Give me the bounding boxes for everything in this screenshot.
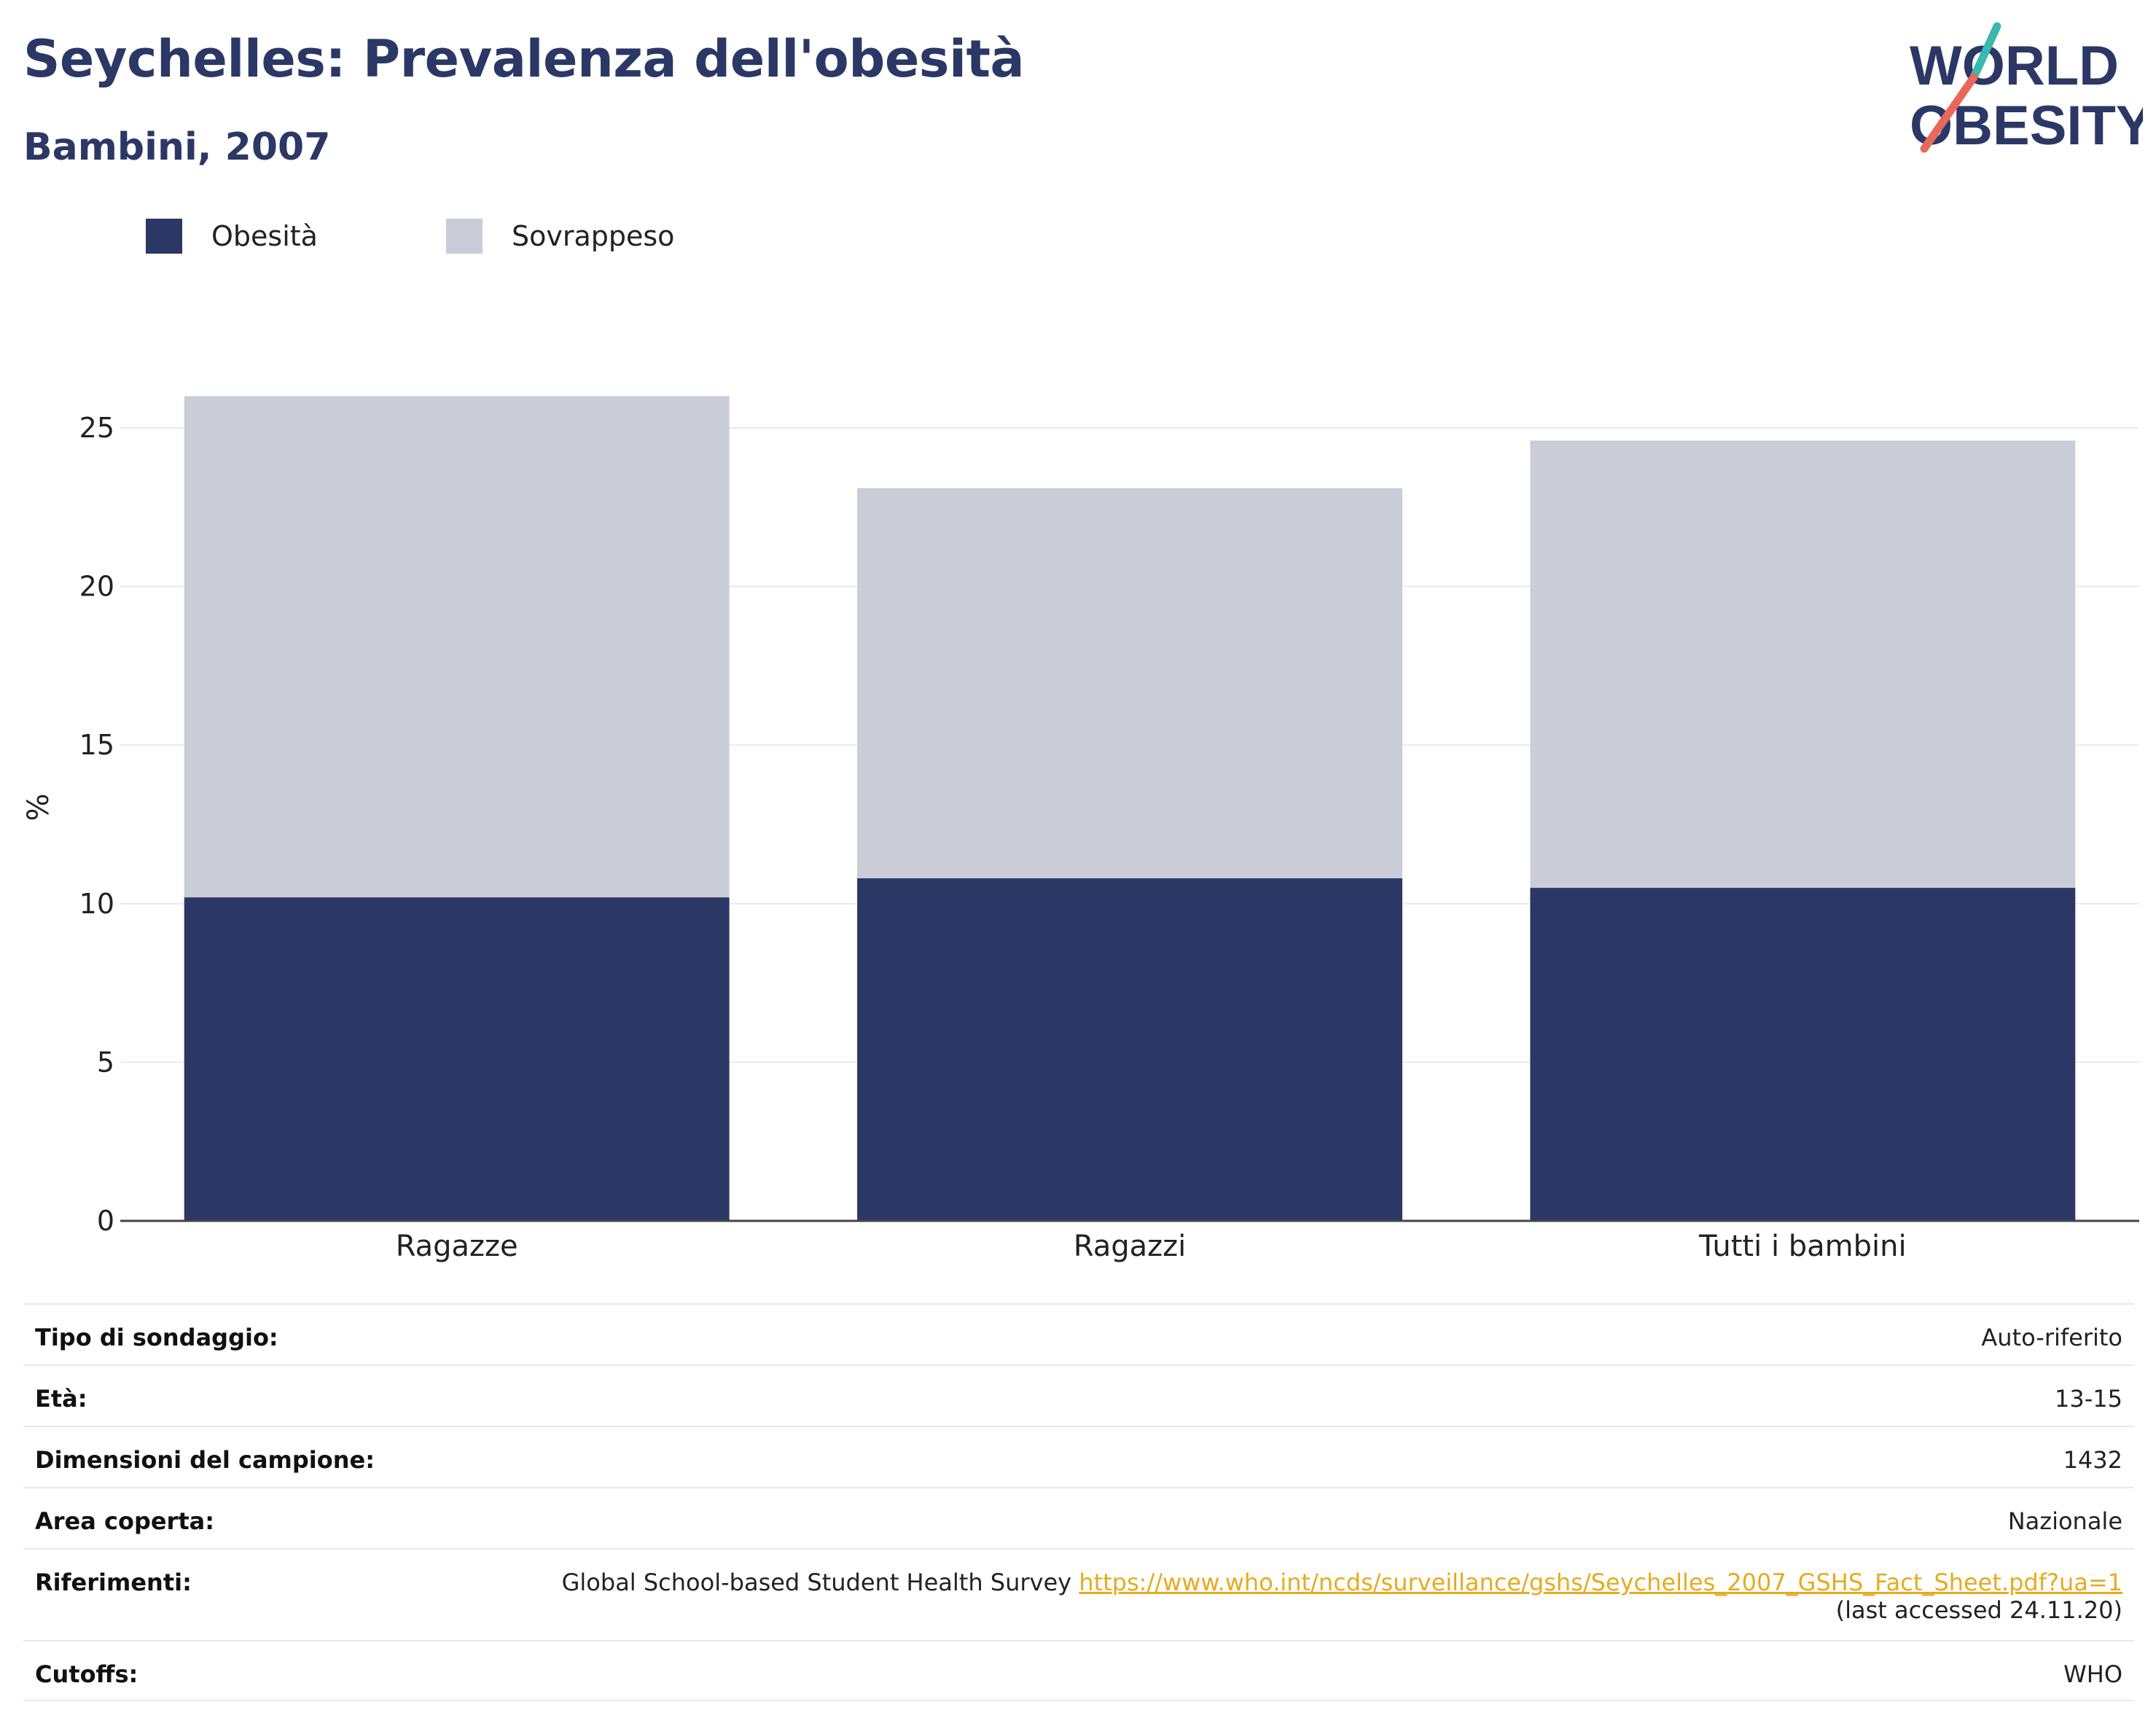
bar-obesita <box>184 897 730 1221</box>
info-value: 1432 <box>2063 1446 2122 1474</box>
info-label: Dimensioni del campione: <box>35 1446 375 1474</box>
y-tick-label: 10 <box>79 888 114 920</box>
stacked-bar-chart: 0 5 10 15 20 25% Ragazze Ragazzi Tutti i bambini <box>22 396 2139 1263</box>
info-row-area: Area coperta: Nazionale <box>23 1487 2134 1548</box>
y-tick-label: 5 <box>97 1046 114 1078</box>
bar-sovrappeso <box>1530 440 2076 889</box>
legend-swatch-obesita <box>146 219 182 254</box>
references-value: Global School-based Student Health Surve… <box>562 1569 2122 1624</box>
x-tick-label: Ragazze <box>396 1230 518 1263</box>
legend-item-obesita: Obesità <box>146 216 318 257</box>
legend-label-sovrappeso: Sovrappeso <box>512 220 675 252</box>
info-label: Cutoffs: <box>35 1660 138 1688</box>
info-value: WHO <box>2063 1660 2122 1688</box>
x-tick-label: Tutti i bambini <box>1698 1230 1907 1263</box>
x-tick-label: Ragazzi <box>1074 1230 1186 1263</box>
info-row-age: Età: 13-15 <box>23 1364 2134 1426</box>
y-tick-label: 20 <box>79 571 114 603</box>
y-tick-label: 0 <box>97 1205 114 1237</box>
info-row-cutoffs: Cutoffs: WHO <box>23 1640 2134 1701</box>
legend-label-obesita: Obesità <box>211 220 318 252</box>
info-label: Tipo di sondaggio: <box>35 1324 278 1351</box>
bar-sovrappeso <box>857 488 1402 878</box>
references-text: Global School-based Student Health Surve… <box>561 1569 1072 1596</box>
survey-info-table: Tipo di sondaggio: Auto-riferito Età: 13… <box>23 1303 2134 1701</box>
info-label: Età: <box>35 1385 87 1413</box>
logo-line2: OBESITY <box>1910 95 2143 157</box>
logo-slash-top <box>1969 22 2001 82</box>
references-link[interactable]: https://www.who.int/ncds/surveillance/gs… <box>1079 1569 2122 1596</box>
logo-slash-bottom <box>1920 73 1978 153</box>
legend-item-sovrappeso: Sovrappeso <box>446 216 674 257</box>
info-label: Area coperta: <box>35 1507 215 1535</box>
world-obesity-logo: WORLD OBESITY <box>1910 22 2143 157</box>
info-value: Auto-riferito <box>1981 1324 2122 1351</box>
bar-sovrappeso <box>184 396 730 898</box>
info-label: Riferimenti: <box>35 1569 192 1596</box>
logo-line1: WORLD <box>1910 35 2119 97</box>
y-tick-label: 15 <box>79 729 114 761</box>
info-row-survey-type: Tipo di sondaggio: Auto-riferito <box>23 1303 2134 1364</box>
y-axis-label: % <box>22 793 55 821</box>
chart-subtitle: Bambini, 2007 <box>23 125 331 169</box>
info-row-sample-size: Dimensioni del campione: 1432 <box>23 1426 2134 1487</box>
info-value: 13-15 <box>2055 1385 2122 1413</box>
bar-obesita <box>857 878 1402 1221</box>
y-tick-label: 25 <box>79 412 114 444</box>
legend-swatch-sovrappeso <box>446 219 483 254</box>
bar-obesita <box>1530 888 2076 1221</box>
info-row-references: Riferimenti: Global School-based Student… <box>23 1548 2134 1640</box>
references-accessed: (last accessed 24.11.20) <box>1835 1596 2122 1624</box>
info-value: Nazionale <box>2007 1507 2122 1535</box>
chart-title: Seychelles: Prevalenza dell'obesità <box>23 29 1025 89</box>
